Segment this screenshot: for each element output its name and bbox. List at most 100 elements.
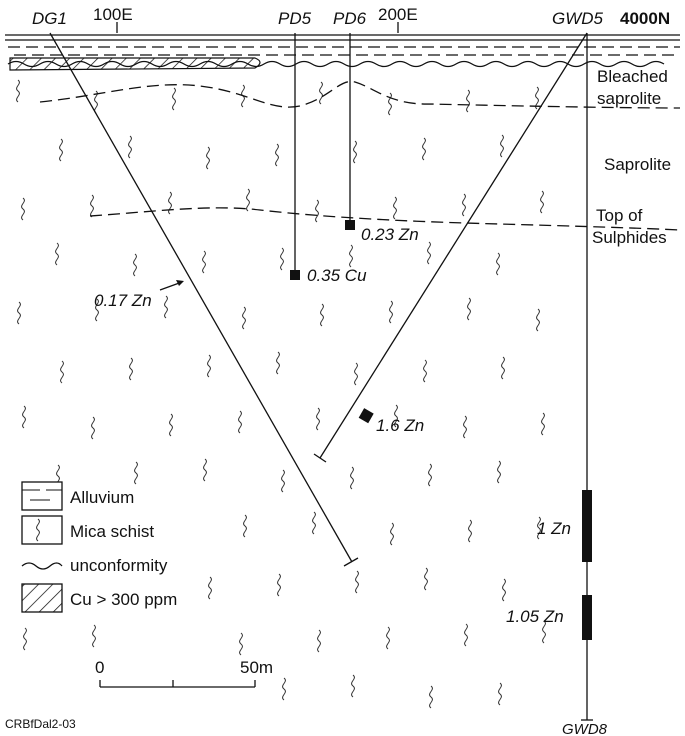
unit-label: Saprolite (604, 155, 671, 174)
schist-symbol (209, 577, 212, 599)
assay-label: 0.23 Zn (361, 225, 419, 244)
hole-label: PD5 (278, 9, 312, 28)
schist-symbol (317, 408, 320, 430)
schist-symbol (56, 243, 59, 265)
schist-symbol (92, 417, 95, 439)
schist-symbol (207, 147, 210, 169)
schist-symbol (91, 195, 94, 217)
grid-label: 100E (93, 5, 133, 24)
legend-label: Cu > 300 ppm (70, 590, 177, 609)
schist-symbol (468, 298, 471, 320)
schist-symbol (277, 352, 280, 374)
assay-label: 0.35 Cu (307, 266, 367, 285)
grid-label: 200E (378, 5, 418, 24)
schist-symbol (389, 93, 392, 115)
cross-section: DG1 100E PD5 PD6 200E GWD5 4000N Bleache… (0, 0, 685, 736)
schist-symbol (244, 515, 247, 537)
hole-label: PD6 (333, 9, 367, 28)
unit-label: Bleached (597, 67, 668, 86)
schist-symbol (390, 301, 393, 323)
schist-symbol (394, 197, 397, 219)
schist-symbol (465, 624, 468, 646)
assay-label: 1.05 Zn (506, 607, 564, 626)
schist-symbol (281, 248, 284, 270)
schist-symbol (355, 363, 358, 385)
schist-symbol (391, 523, 394, 545)
assay-label: 1 Zn (537, 519, 571, 538)
schist-symbol (247, 189, 250, 211)
schist-symbol (165, 296, 168, 318)
schist-symbol (351, 467, 354, 489)
scale-bar (100, 680, 255, 687)
schist-symbol (276, 144, 279, 166)
schist-symbol (93, 625, 96, 647)
schist-symbol (204, 459, 207, 481)
schist-symbol (203, 251, 206, 273)
schist-symbol (321, 304, 324, 326)
schist-symbol (537, 309, 540, 331)
schist-symbol (170, 414, 173, 436)
scale-label: 50m (240, 658, 273, 677)
schist-symbol (61, 361, 64, 383)
schist-symbol (350, 245, 353, 267)
schist-symbol (429, 464, 432, 486)
schist-symbol (430, 686, 433, 708)
schist-symbol (208, 355, 211, 377)
legend (22, 482, 62, 612)
legend-label: Mica schist (70, 522, 154, 541)
schist-symbol (129, 136, 132, 158)
schist-symbol (356, 571, 359, 593)
schist-symbols (17, 80, 546, 708)
schist-symbol (501, 135, 504, 157)
schist-symbol (135, 462, 138, 484)
hole-label: GWD8 (562, 721, 608, 736)
schist-symbol (541, 191, 544, 213)
schist-symbol (17, 80, 20, 102)
schist-symbol (352, 675, 355, 697)
schist-symbol (60, 139, 63, 161)
schist-symbol (497, 253, 500, 275)
schist-symbol (239, 411, 242, 433)
schist-symbol (240, 633, 243, 655)
schist-symbol (542, 413, 545, 435)
figure-code: CRBfDal2-03 (5, 717, 76, 731)
schist-symbol (283, 678, 286, 700)
legend-label: unconformity (70, 556, 168, 575)
schist-symbol (503, 579, 506, 601)
schist-symbol (278, 574, 281, 596)
schist-symbol (313, 512, 316, 534)
legend-label: Alluvium (70, 488, 134, 507)
schist-symbol (387, 627, 390, 649)
schist-symbol (22, 198, 25, 220)
hole-label: GWD5 (552, 9, 604, 28)
schist-symbol (169, 192, 172, 214)
section-label: 4000N (620, 9, 670, 28)
assay-label: 0.17 Zn (94, 291, 152, 310)
schist-symbol (130, 358, 133, 380)
schist-symbol (463, 194, 466, 216)
schist-symbol (320, 82, 323, 104)
schist-symbol (134, 254, 137, 276)
schist-symbol (18, 302, 21, 324)
assay-label: 1.6 Zn (376, 416, 424, 435)
schist-symbol (425, 568, 428, 590)
unit-label: Sulphides (592, 228, 667, 247)
hole-label: DG1 (32, 9, 67, 28)
schist-symbol (423, 138, 426, 160)
unit-label: saprolite (597, 89, 661, 108)
schist-symbol (243, 307, 246, 329)
unit-label: Top of (596, 206, 643, 225)
schist-symbol (173, 88, 176, 110)
schist-symbol (498, 461, 501, 483)
schist-symbol (354, 141, 357, 163)
schist-symbol (467, 90, 470, 112)
schist-symbol (502, 357, 505, 379)
alluvium (5, 35, 680, 70)
schist-symbol (469, 520, 472, 542)
bleached-boundary (40, 81, 680, 108)
schist-symbol (23, 406, 26, 428)
schist-symbol (428, 242, 431, 264)
schist-symbol (318, 630, 321, 652)
schist-symbol (424, 360, 427, 382)
scale-label: 0 (95, 658, 104, 677)
